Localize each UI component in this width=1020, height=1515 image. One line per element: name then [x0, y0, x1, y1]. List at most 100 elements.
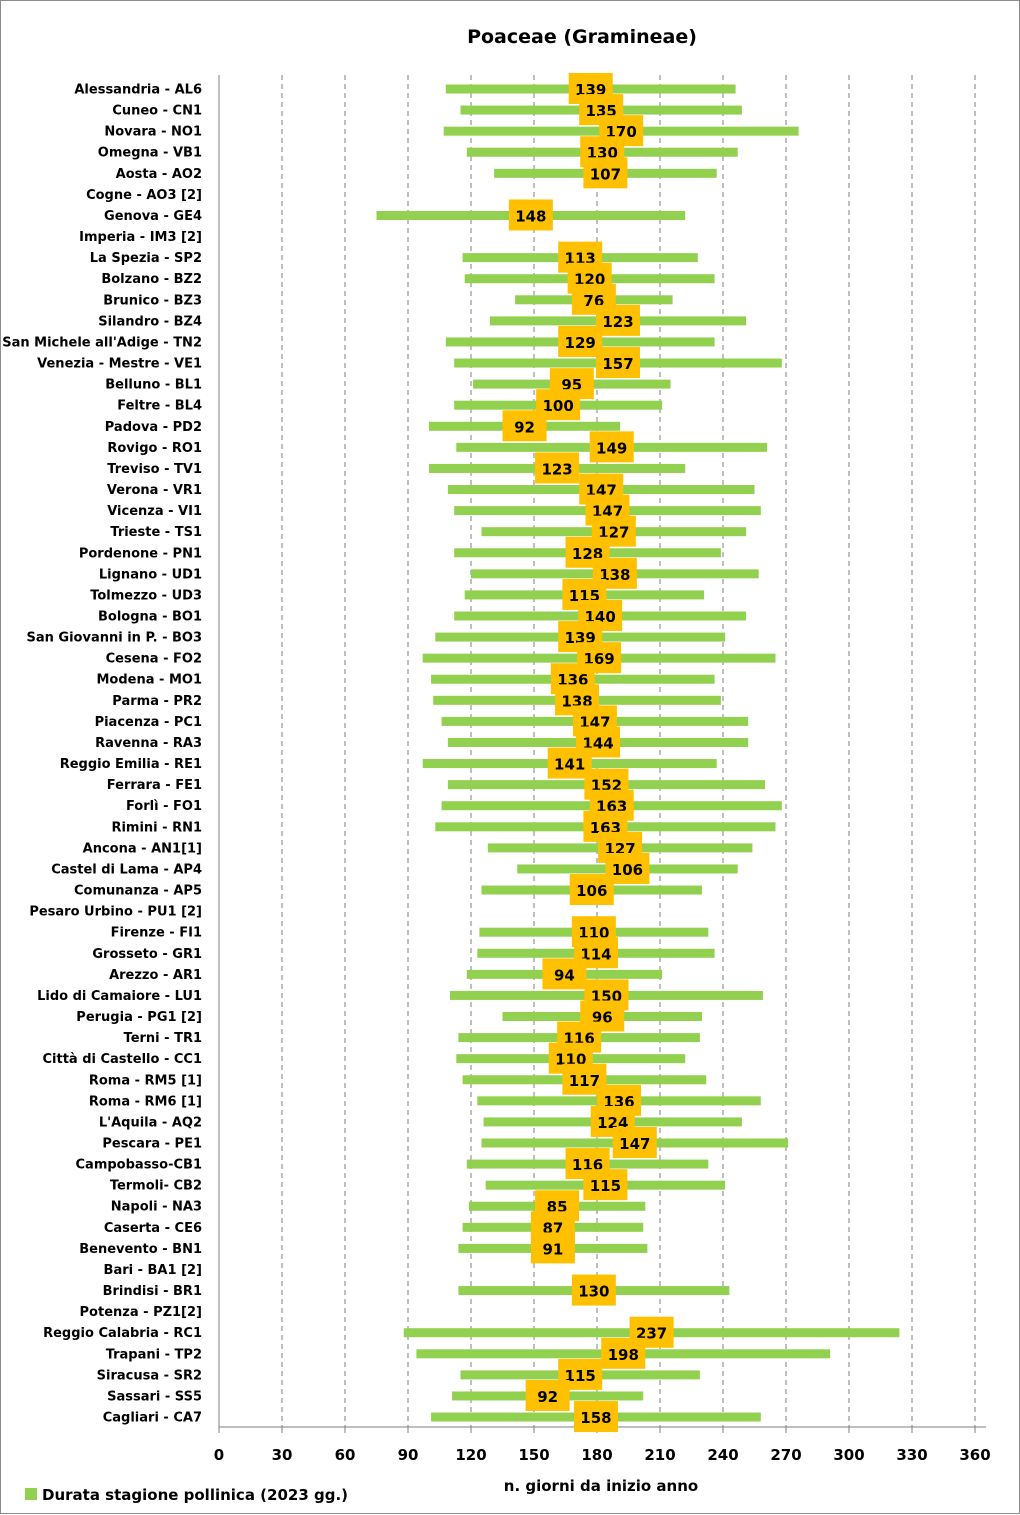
category-label: Forlì - FO1 [126, 799, 202, 814]
category-label: Novara - NO1 [104, 125, 202, 140]
category-label: Sassari - SS5 [107, 1389, 202, 1404]
x-tick-label: 300 [833, 1446, 864, 1464]
category-label: Pordenone - PN1 [79, 546, 202, 561]
category-label: Rimini - RN1 [111, 820, 202, 835]
category-label: Brindisi - BR1 [103, 1284, 202, 1299]
duration-label: 107 [590, 165, 621, 183]
duration-labels: 1391351701301071481131207612312915795100… [502, 73, 674, 1433]
x-tick-label: 240 [707, 1446, 738, 1464]
duration-label: 117 [569, 1072, 600, 1090]
category-label: Comunanza - AP5 [74, 884, 202, 899]
category-label: Lido di Camaiore - LU1 [37, 989, 202, 1004]
category-labels: Alessandria - AL6 Cuneo - CN1 Novara - NO1… [2, 83, 202, 1426]
category-label: Pescara - PE1 [102, 1137, 202, 1152]
category-label: Grosseto - GR1 [92, 947, 202, 962]
category-label: Padova - PD2 [105, 420, 202, 435]
category-label: Benevento - BN1 [79, 1242, 202, 1257]
duration-label-box [530, 1232, 575, 1264]
category-label: Omegna - VB1 [98, 146, 202, 161]
duration-label: 149 [596, 439, 627, 457]
legend-swatch [25, 1488, 37, 1500]
category-label: Napoli - NA3 [111, 1200, 202, 1215]
x-tick-label: 330 [896, 1446, 927, 1464]
duration-label-box [569, 874, 614, 906]
duration-label-box [573, 1401, 618, 1433]
category-label: Perugia - PG1 [2] [76, 1010, 202, 1025]
duration-label: 198 [608, 1346, 639, 1364]
duration-label-box [535, 452, 580, 484]
x-tick-label: 270 [770, 1446, 801, 1464]
category-label: Tolmezzo - UD3 [90, 588, 202, 603]
category-label: Termoli- CB2 [110, 1179, 202, 1194]
duration-label: 115 [565, 1367, 596, 1385]
category-label: Silandro - BZ4 [98, 314, 202, 329]
duration-label-box [583, 1169, 628, 1201]
category-label: Alessandria - AL6 [74, 83, 202, 98]
legend: Durata stagione pollinica (2023 gg.) [25, 1486, 348, 1504]
category-label: Bologna - BO1 [98, 610, 202, 625]
category-label: Ferrara - FE1 [107, 778, 202, 793]
duration-label: 91 [542, 1240, 563, 1258]
category-label: San Giovanni in P. - BO3 [27, 631, 202, 646]
category-label: Belluno - BL1 [105, 378, 202, 393]
category-label: Pesaro Urbino - PU1 [2] [29, 905, 202, 920]
category-label: Parma - PR2 [112, 694, 202, 709]
duration-label: 148 [515, 207, 546, 225]
category-label: Lignano - UD1 [99, 567, 202, 582]
category-label: Ancona - AN1[1] [83, 841, 202, 856]
duration-label-box [542, 958, 587, 990]
category-label: Verona - VR1 [107, 483, 202, 498]
duration-label-box [596, 347, 640, 379]
category-label: Piacenza - PC1 [95, 715, 202, 730]
duration-label: 106 [576, 882, 607, 900]
duration-label-box [601, 1337, 646, 1369]
category-label: Modena - MO1 [97, 673, 203, 688]
legend-label: Durata stagione pollinica (2023 gg.) [42, 1486, 348, 1504]
category-label: Bolzano - BZ2 [101, 272, 202, 287]
x-tick-label: 360 [959, 1446, 990, 1464]
duration-label: 138 [599, 566, 630, 584]
duration-label: 92 [537, 1388, 558, 1406]
x-tick-label: 150 [518, 1446, 549, 1464]
category-label: Reggio Emilia - RE1 [60, 757, 202, 772]
category-label: Cuneo - CN1 [112, 104, 202, 119]
category-label: Cagliari - CA7 [103, 1411, 202, 1426]
category-label: Bari - BA1 [2] [104, 1263, 202, 1278]
x-tick-label: 120 [455, 1446, 486, 1464]
duration-label-box [596, 304, 640, 336]
duration-label: 94 [554, 966, 575, 984]
duration-label: 115 [590, 1177, 621, 1195]
duration-label-box [508, 199, 553, 231]
duration-label-box [525, 1379, 570, 1411]
duration-label-box [558, 325, 603, 357]
category-label: Siracusa - SR2 [97, 1368, 202, 1383]
chart-title: Poaceae (Gramineae) [467, 26, 697, 48]
category-label: Cogne - AO3 [2] [86, 188, 202, 203]
bars [376, 84, 900, 1422]
duration-label: 147 [619, 1135, 650, 1153]
x-tick-label: 90 [398, 1446, 419, 1464]
duration-label: 106 [612, 861, 643, 879]
category-label: Genova - GE4 [104, 209, 202, 224]
duration-label-box [547, 747, 592, 779]
x-tick-label: 180 [581, 1446, 612, 1464]
category-label: Città di Castello - CC1 [42, 1052, 202, 1067]
category-label: Caserta - CE6 [104, 1221, 202, 1236]
category-label: La Spezia - SP2 [90, 251, 202, 266]
category-label: Trieste - TS1 [110, 525, 202, 540]
duration-label: 157 [602, 355, 633, 373]
category-label: Aosta - AO2 [116, 167, 202, 182]
duration-label: 92 [514, 418, 535, 436]
category-label: Castel di Lama - AP4 [51, 862, 202, 877]
duration-label-box [589, 431, 634, 463]
category-label: Firenze - FI1 [111, 926, 202, 941]
category-label: Venezia - Mestre - VE1 [37, 357, 202, 372]
category-label: L'Aquila - AQ2 [99, 1115, 202, 1130]
category-label: Roma - RM5 [1] [89, 1073, 202, 1088]
duration-label: 123 [602, 313, 633, 331]
duration-label-box [583, 157, 628, 189]
category-label: Ravenna - RA3 [95, 736, 202, 751]
duration-label-box [571, 1274, 616, 1306]
